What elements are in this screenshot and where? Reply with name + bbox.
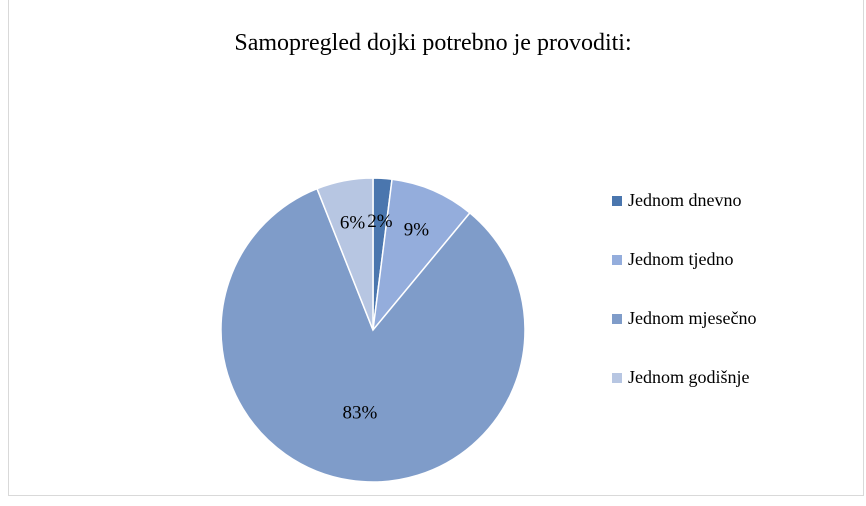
- pie-slice: [220, 187, 526, 483]
- legend-item: Jednom godišnje: [612, 361, 756, 394]
- legend-swatch: [612, 313, 622, 324]
- data-label: 9%: [404, 220, 430, 241]
- legend-swatch: [612, 372, 622, 383]
- pie-slice: [316, 177, 374, 331]
- pie-slice: [371, 178, 471, 333]
- legend-swatch: [612, 195, 622, 206]
- legend: Jednom dnevno Jednom tjedno Jednom mjese…: [612, 184, 756, 420]
- legend-item: Jednom tjedno: [612, 243, 756, 276]
- legend-label: Jednom mjesečno: [628, 308, 757, 328]
- chart-title: Samopregled dojki potrebno je provoditi:: [234, 30, 632, 56]
- legend-item: Jednom mjesečno: [612, 302, 756, 335]
- data-label: 6%: [340, 212, 366, 233]
- legend-label: Jednom dnevno: [628, 190, 742, 210]
- legend-swatch: [612, 254, 622, 265]
- legend-label: Jednom godišnje: [628, 367, 750, 387]
- legend-label: Jednom tjedno: [628, 249, 734, 269]
- legend-item: Jednom dnevno: [612, 184, 756, 217]
- data-label: 2%: [367, 211, 393, 232]
- data-label: 83%: [343, 403, 378, 424]
